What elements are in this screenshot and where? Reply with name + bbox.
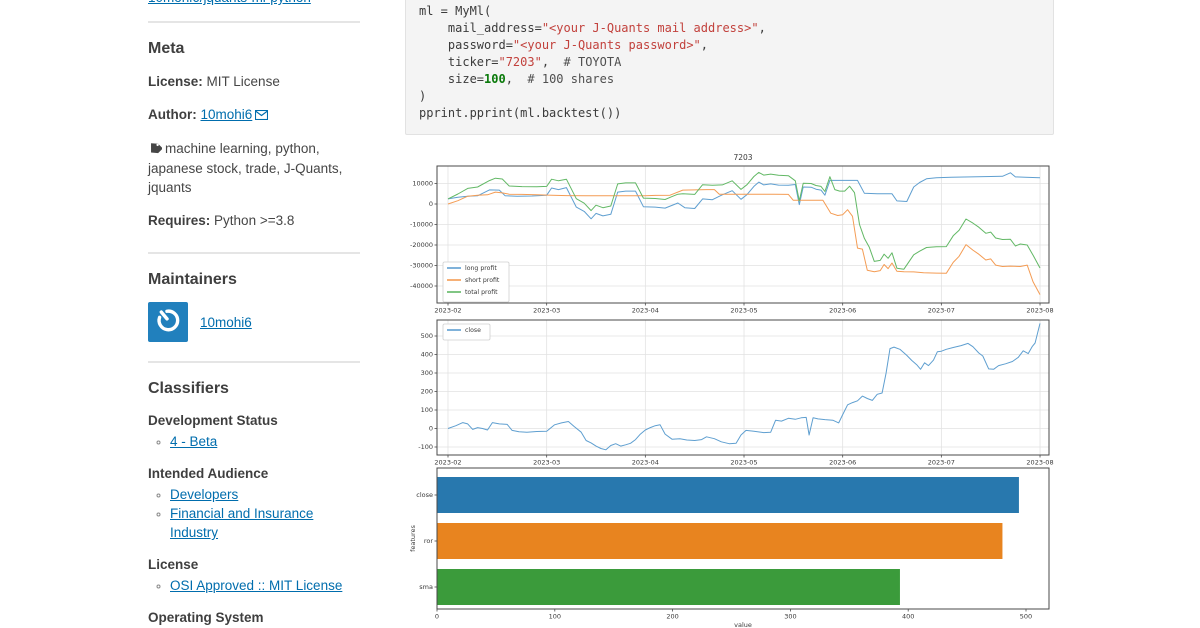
svg-text:close: close bbox=[416, 491, 433, 499]
classifier-link[interactable]: Developers bbox=[170, 487, 239, 502]
svg-text:2023-06: 2023-06 bbox=[829, 307, 856, 315]
classifier-group: Development Status 4 - Beta bbox=[148, 413, 360, 451]
maintainer-link[interactable]: 10mohi6 bbox=[200, 314, 252, 330]
svg-text:2023-08: 2023-08 bbox=[1026, 459, 1053, 467]
svg-text:sma: sma bbox=[419, 583, 433, 591]
meta-heading: Meta bbox=[148, 40, 185, 57]
author-link[interactable]: 10mohi6 bbox=[201, 107, 269, 122]
classifier-link[interactable]: 4 - Beta bbox=[170, 434, 218, 449]
divider bbox=[148, 252, 360, 254]
svg-text:close: close bbox=[465, 327, 481, 334]
classifier-group-title: Development Status bbox=[148, 413, 278, 428]
classifier-item: 4 - Beta bbox=[170, 432, 360, 451]
svg-text:7203: 7203 bbox=[733, 153, 752, 162]
classifiers-heading: Classifiers bbox=[148, 380, 229, 397]
svg-text:400: 400 bbox=[421, 351, 433, 359]
svg-text:0: 0 bbox=[429, 200, 433, 208]
classifier-group: Intended Audience Developers Financial and… bbox=[148, 466, 360, 542]
svg-text:-40000: -40000 bbox=[410, 282, 433, 290]
svg-text:400: 400 bbox=[902, 613, 914, 621]
backtest-figure: 2023-02 2023-03 2023-04 2023-05 2023-06 2023-… bbox=[405, 145, 1055, 628]
svg-text:100: 100 bbox=[549, 613, 561, 621]
code-content: ml = MyMl( mail_address="<your J-Quants … bbox=[419, 4, 766, 120]
maintainers-heading: Maintainers bbox=[148, 271, 237, 288]
tag-icon bbox=[148, 140, 163, 159]
svg-text:2023-07: 2023-07 bbox=[928, 307, 955, 315]
svg-text:-100: -100 bbox=[418, 443, 433, 451]
requires-value: Python >=3.8 bbox=[214, 213, 295, 228]
avatar bbox=[148, 302, 188, 342]
svg-text:0: 0 bbox=[429, 425, 433, 433]
project-link-clipped[interactable]: 10mohi6/jquants-ml-python bbox=[148, 0, 311, 5]
classifier-group: LicenseOSI Approved :: MIT License bbox=[148, 557, 360, 595]
tags-text: machine learning, python, japanese stock… bbox=[148, 141, 343, 195]
svg-text:long profit: long profit bbox=[465, 265, 497, 272]
svg-text:2023-02: 2023-02 bbox=[434, 307, 461, 315]
svg-text:-30000: -30000 bbox=[410, 262, 433, 270]
classifier-group-title: Intended Audience bbox=[148, 466, 269, 481]
requires-label: Requires: bbox=[148, 213, 211, 228]
svg-text:500: 500 bbox=[1020, 613, 1032, 621]
divider bbox=[148, 21, 360, 23]
classifier-item: OSI Approved :: MIT License bbox=[170, 576, 360, 595]
svg-text:2023-05: 2023-05 bbox=[730, 459, 757, 467]
svg-text:2023-06: 2023-06 bbox=[829, 459, 856, 467]
svg-text:2023-04: 2023-04 bbox=[632, 307, 659, 315]
classifier-link[interactable]: Financial and Insurance Industry bbox=[170, 506, 314, 540]
clipped-project-link-wrap: 10mohi6/jquants-ml-python bbox=[148, 0, 360, 8]
svg-text:2023-04: 2023-04 bbox=[632, 459, 659, 467]
svg-text:value: value bbox=[734, 621, 752, 628]
svg-text:2023-08: 2023-08 bbox=[1026, 307, 1053, 315]
tags-row: machine learning, python, japanese stock… bbox=[148, 139, 360, 197]
svg-text:total profit: total profit bbox=[465, 289, 498, 296]
maintainer-row: 10mohi6 bbox=[148, 302, 360, 342]
svg-text:200: 200 bbox=[421, 388, 433, 396]
svg-text:2023-05: 2023-05 bbox=[730, 307, 757, 315]
classifier-link[interactable]: OSI Approved :: MIT License bbox=[170, 578, 343, 593]
svg-text:300: 300 bbox=[784, 613, 796, 621]
requires-row: Requires: Python >=3.8 bbox=[148, 211, 360, 230]
svg-text:2023-07: 2023-07 bbox=[928, 459, 955, 467]
svg-text:features: features bbox=[409, 524, 417, 551]
license-label: License: bbox=[148, 74, 203, 89]
charts-svg: 2023-02 2023-03 2023-04 2023-05 2023-06 2023-… bbox=[409, 153, 1054, 628]
svg-text:500: 500 bbox=[421, 332, 433, 340]
svg-text:2023-02: 2023-02 bbox=[434, 459, 461, 467]
envelope-icon bbox=[255, 106, 269, 125]
svg-text:200: 200 bbox=[666, 613, 678, 621]
classifier-item: Developers bbox=[170, 485, 360, 504]
svg-text:short profit: short profit bbox=[465, 277, 500, 284]
svg-text:ror: ror bbox=[424, 537, 434, 545]
classifier-item: Financial and Insurance Industry bbox=[170, 504, 360, 542]
divider bbox=[148, 361, 360, 363]
svg-text:2023-03: 2023-03 bbox=[533, 307, 560, 315]
license-row: License: MIT License bbox=[148, 72, 360, 91]
power-icon bbox=[155, 307, 181, 338]
code-block: ml = MyMl( mail_address="<your J-Quants … bbox=[405, 0, 1054, 135]
license-value: MIT License bbox=[206, 74, 280, 89]
author-label: Author: bbox=[148, 107, 197, 122]
sidebar: 10mohi6/jquants-ml-python Meta License: … bbox=[148, 0, 360, 628]
classifier-group-title: License bbox=[148, 557, 199, 572]
classifier-group-title: Operating System bbox=[148, 610, 264, 625]
svg-text:-10000: -10000 bbox=[410, 221, 433, 229]
classifier-groups: Development Status 4 - Beta Intended Audie… bbox=[148, 413, 360, 628]
author-row: Author: 10mohi6 bbox=[148, 105, 360, 125]
classifier-group: Operating SystemOS Independent bbox=[148, 610, 360, 628]
svg-text:2023-03: 2023-03 bbox=[533, 459, 560, 467]
svg-text:-20000: -20000 bbox=[410, 241, 433, 249]
svg-text:300: 300 bbox=[421, 369, 433, 377]
svg-text:100: 100 bbox=[421, 406, 433, 414]
svg-text:0: 0 bbox=[435, 613, 439, 621]
svg-text:10000: 10000 bbox=[412, 180, 433, 188]
